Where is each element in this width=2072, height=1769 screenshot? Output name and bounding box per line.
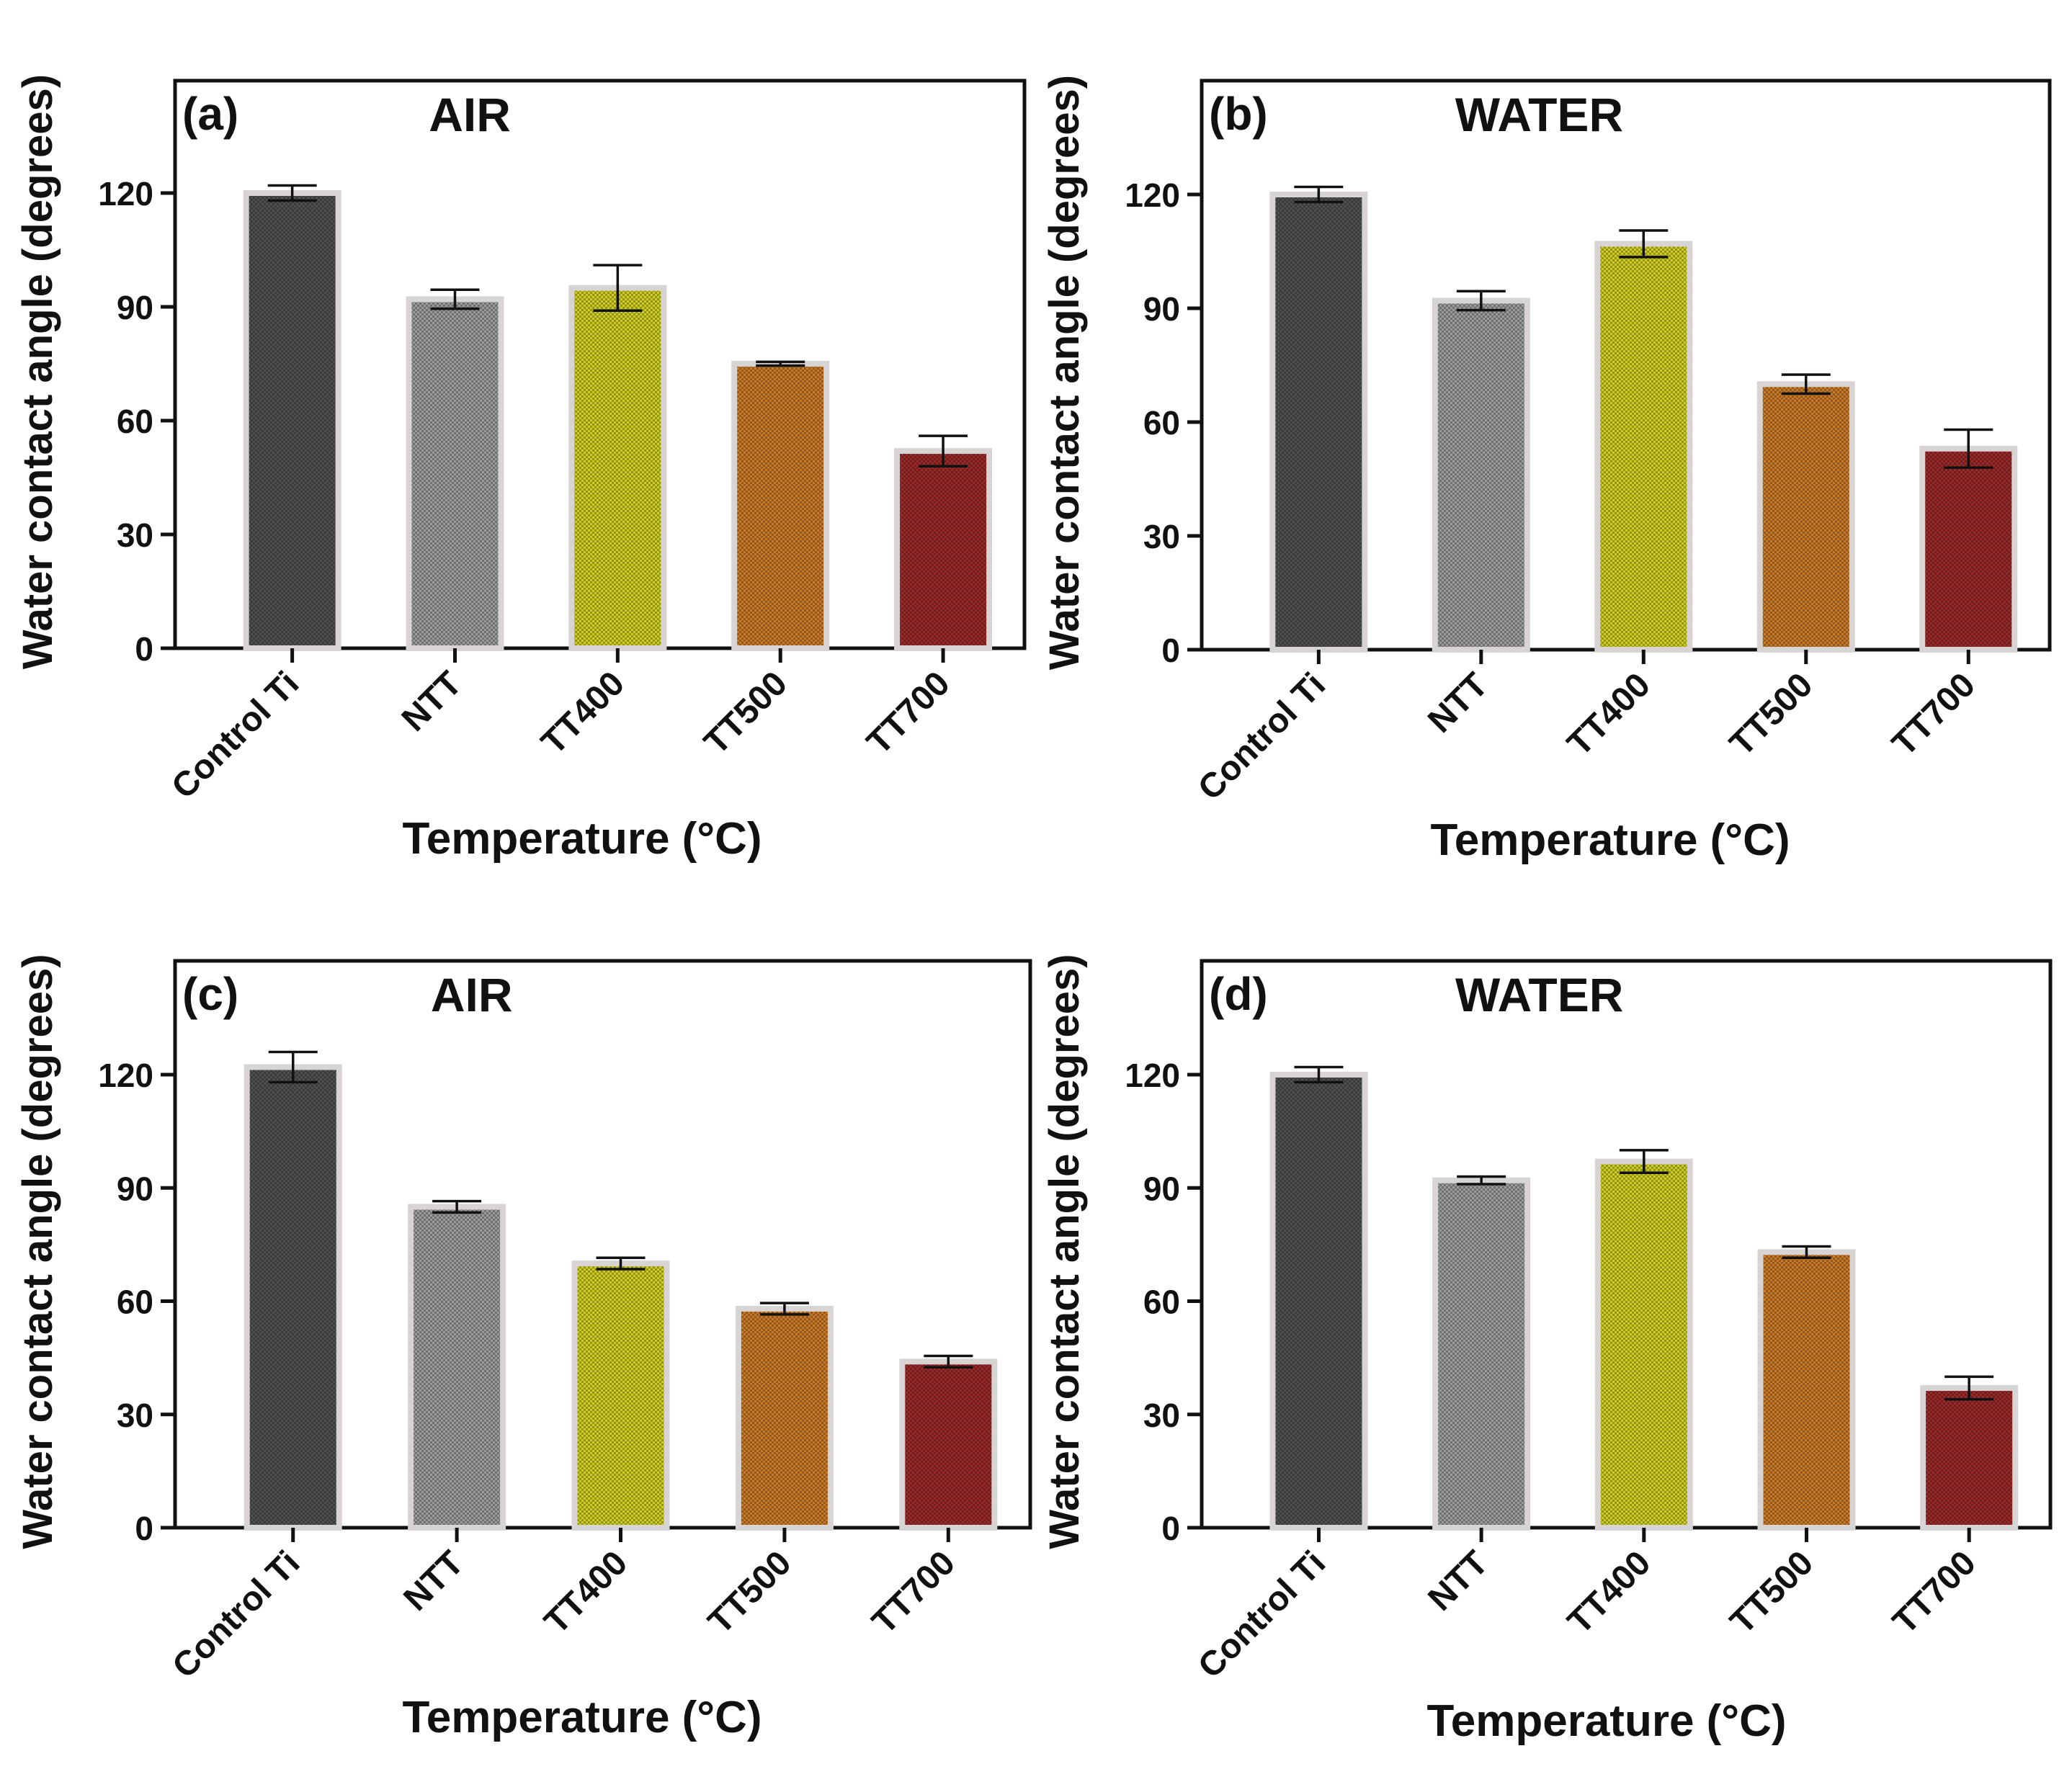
x-tick-label: NTT xyxy=(1421,1544,1495,1618)
y-tick-label: 90 xyxy=(1143,1170,1180,1207)
x-axis-label: Temperature (°C) xyxy=(1430,815,1790,865)
y-tick-label: 0 xyxy=(135,630,153,668)
bar-texture xyxy=(1600,1164,1687,1525)
panel-label: (a) xyxy=(182,88,238,140)
x-axis-label: Temperature (°C) xyxy=(1426,1696,1786,1746)
bar-texture xyxy=(741,1311,828,1525)
bar-texture xyxy=(414,1209,501,1525)
y-tick-label: 0 xyxy=(1161,1510,1180,1547)
x-tick-label: NTT xyxy=(396,1544,470,1618)
bar-texture xyxy=(249,196,336,645)
chart-title: AIR xyxy=(431,968,513,1021)
x-tick-label: TT500 xyxy=(701,1544,799,1642)
x-tick-label: TT400 xyxy=(1560,1544,1658,1642)
bar-texture xyxy=(1762,387,1849,647)
x-tick-label: TT500 xyxy=(1723,666,1821,763)
bar-texture xyxy=(737,367,824,645)
x-tick-label: TT700 xyxy=(1885,666,1983,763)
chart-panel-4: 0 30 60 90 120 Control Ti NTT TT400 TT500 TT700 (d… xyxy=(1041,954,2053,1746)
bar-texture xyxy=(249,1070,336,1525)
y-axis-label: Water contact angle (degrees) xyxy=(14,954,61,1549)
x-axis-label: Temperature (°C) xyxy=(402,1693,762,1742)
y-tick-label: 60 xyxy=(1143,404,1180,442)
bar-texture xyxy=(905,1364,992,1525)
panel-label: (b) xyxy=(1209,88,1268,140)
y-axis-label: Water contact angle (degrees) xyxy=(1041,954,1088,1549)
y-tick-label: 0 xyxy=(135,1510,153,1547)
y-tick-label: 30 xyxy=(117,516,153,554)
bar-texture xyxy=(574,290,661,645)
chart-panel-1: 0 30 60 90 120 Control Ti NTT TT400 TT500 TT700 (a… xyxy=(14,74,1027,864)
bar-texture xyxy=(1275,1078,1362,1525)
bar-texture xyxy=(1926,1391,2013,1525)
chart-title: AIR xyxy=(429,88,511,141)
panel-label: (c) xyxy=(182,968,238,1020)
y-tick-label: 90 xyxy=(117,289,153,326)
bar-texture xyxy=(1437,303,1524,647)
y-tick-label: 120 xyxy=(1125,1057,1180,1094)
x-tick-label: Control Ti xyxy=(1191,1544,1333,1685)
chart-panel-3: 0 30 60 90 120 Control Ti NTT TT400 TT500 TT700 (c… xyxy=(14,954,1032,1742)
y-axis-label: Water contact angle (degrees) xyxy=(14,74,61,669)
x-tick-label: TT500 xyxy=(1723,1544,1821,1642)
x-axis-label: Temperature (°C) xyxy=(402,814,762,864)
y-tick-label: 120 xyxy=(1125,176,1180,214)
bar-texture xyxy=(411,302,499,645)
x-tick-label: Control Ti xyxy=(165,1544,307,1685)
y-tick-label: 60 xyxy=(117,403,153,440)
chart-panel-2: 0 30 60 90 120 Control Ti NTT TT400 TT500 TT700 (b… xyxy=(1041,75,2052,865)
bar-texture xyxy=(1763,1255,1850,1525)
x-tick-label: TT700 xyxy=(859,664,957,762)
bar-texture xyxy=(1438,1183,1525,1525)
x-tick-label: TT700 xyxy=(1885,1544,1983,1642)
y-tick-label: 30 xyxy=(1143,1397,1180,1434)
chart-title: WATER xyxy=(1455,88,1623,141)
y-tick-label: 90 xyxy=(117,1170,153,1207)
y-tick-label: 90 xyxy=(1143,290,1180,328)
x-tick-label: Control Ti xyxy=(164,664,306,806)
x-tick-label: TT400 xyxy=(1560,666,1658,763)
y-tick-label: 60 xyxy=(1143,1284,1180,1321)
y-tick-label: 120 xyxy=(98,1057,153,1094)
x-tick-label: TT400 xyxy=(537,1544,635,1642)
y-tick-label: 120 xyxy=(98,175,153,212)
bar-texture xyxy=(577,1266,664,1525)
y-axis-label: Water contact angle (degrees) xyxy=(1041,75,1088,670)
x-tick-label: TT500 xyxy=(697,664,795,762)
chart-title: WATER xyxy=(1455,968,1623,1021)
x-tick-label: NTT xyxy=(1421,666,1495,740)
x-tick-label: TT400 xyxy=(535,664,633,762)
bar-texture xyxy=(900,454,987,645)
y-tick-label: 30 xyxy=(117,1397,153,1434)
panel-label: (d) xyxy=(1209,968,1268,1020)
y-tick-label: 60 xyxy=(117,1284,153,1321)
y-tick-label: 0 xyxy=(1161,632,1180,669)
bar-texture xyxy=(1925,451,2012,647)
y-tick-label: 30 xyxy=(1143,518,1180,555)
bar-texture xyxy=(1275,197,1362,647)
x-tick-label: NTT xyxy=(395,664,469,738)
x-tick-label: Control Ti xyxy=(1191,666,1333,807)
x-tick-label: TT700 xyxy=(865,1544,963,1642)
bar-texture xyxy=(1600,246,1687,647)
